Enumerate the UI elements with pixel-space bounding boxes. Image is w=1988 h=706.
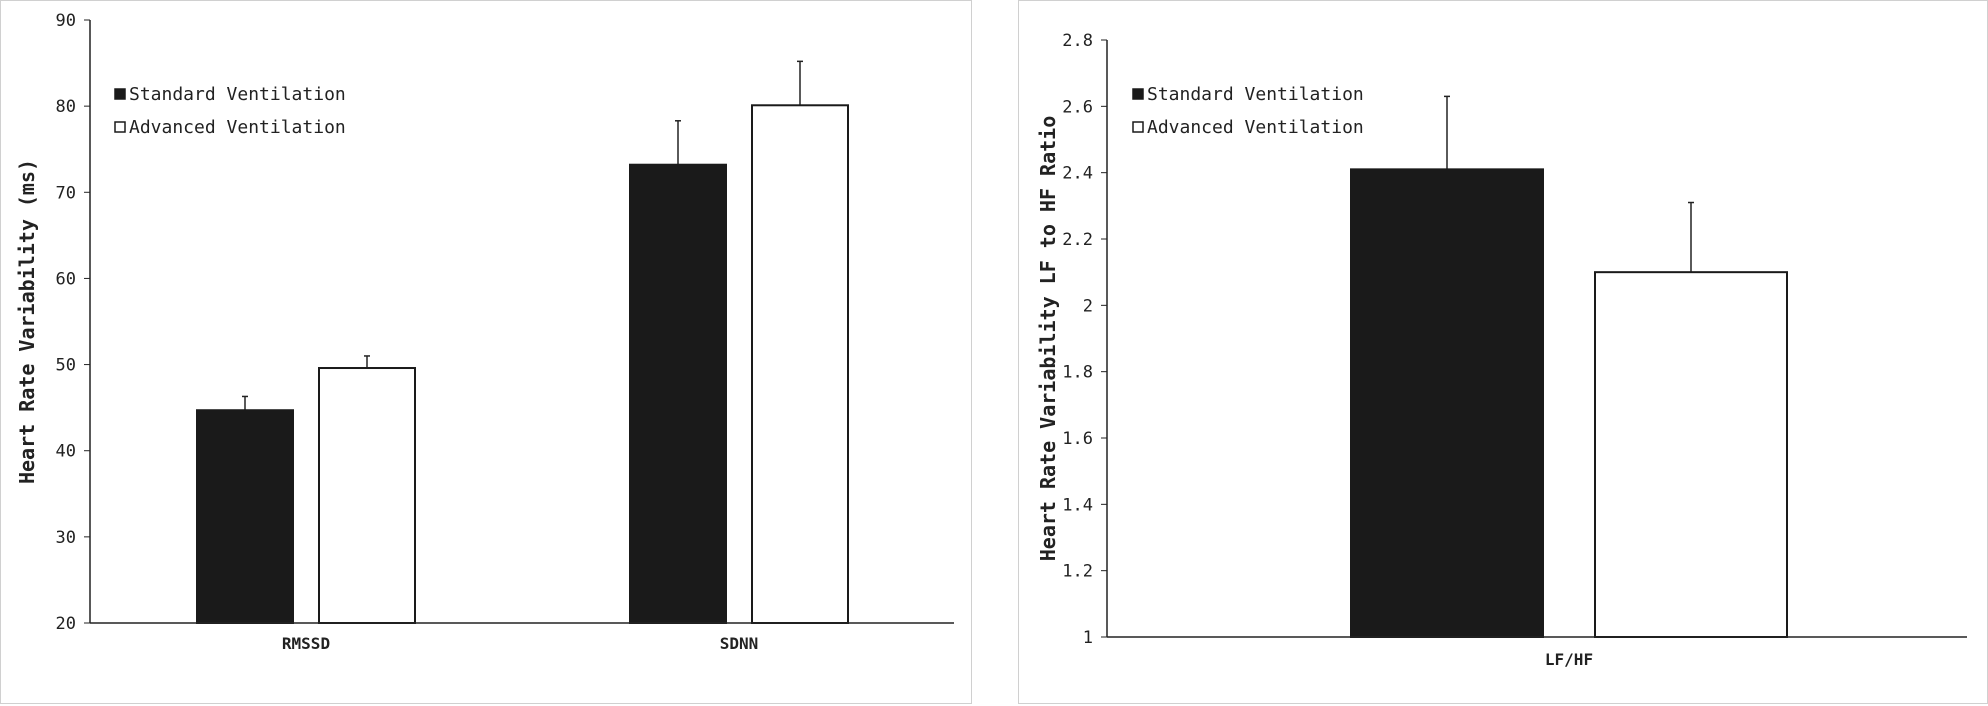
legend-swatch — [114, 121, 126, 133]
y-tick-label: 1.4 — [1062, 495, 1093, 515]
bar-sdnn-series-0 — [629, 163, 727, 624]
x-category-label: LF/HF — [1545, 650, 1593, 669]
y-tick-label: 1.6 — [1062, 429, 1093, 449]
y-tick-label: 70 — [56, 183, 76, 203]
bar-rmssd-series-0 — [196, 409, 294, 624]
bar-lf-hf-series-0 — [1350, 168, 1544, 638]
y-tick-label: 2 — [1083, 296, 1093, 316]
x-category-label: RMSSD — [282, 634, 330, 653]
legend-label: Standard Ventilation — [129, 84, 346, 105]
legend-swatch — [1132, 121, 1144, 133]
y-tick-label: 1 — [1083, 628, 1093, 648]
legend-swatch — [1132, 88, 1144, 100]
legend-label: Advanced Ventilation — [1147, 117, 1364, 138]
chart-lf-hf: 1 1.2 1.4 1.6 1.8 2 2.2 2.4 2.6 2.8 LF/HF Heart Rat… — [1036, 31, 1967, 669]
bar-rmssd-series-1 — [318, 367, 416, 625]
y-axis-title: Heart Rate Variability LF to HF Ratio — [1036, 116, 1060, 562]
y-tick-label: 90 — [56, 11, 76, 31]
chart-panel-hrv-ms: 20 30 40 50 60 70 80 90 RMSSD SDNN Heart Rate Vari… — [0, 0, 972, 704]
legend-label: Standard Ventilation — [1147, 84, 1364, 105]
y-tick-label: 2.4 — [1062, 164, 1093, 184]
y-axis-title: Heart Rate Variability (ms) — [15, 159, 39, 484]
y-tick-label: 80 — [56, 97, 76, 117]
y-tick-label: 20 — [56, 614, 76, 634]
y-tick-label: 1.2 — [1062, 562, 1093, 582]
y-tick-label: 2.2 — [1062, 230, 1093, 250]
legend-label: Advanced Ventilation — [129, 117, 346, 138]
bar-sdnn-series-1 — [751, 104, 849, 624]
y-tick-label: 60 — [56, 269, 76, 289]
bar-lf-hf-series-1 — [1594, 271, 1788, 638]
chart-hrv-ms: 20 30 40 50 60 70 80 90 RMSSD SDNN Heart Rate Vari… — [15, 11, 954, 653]
y-tick-label: 30 — [56, 528, 76, 548]
legend-swatch — [114, 88, 126, 100]
chart-panel-lf-hf: 1 1.2 1.4 1.6 1.8 2 2.2 2.4 2.6 2.8 LF/HF Heart Rat… — [1018, 0, 1988, 704]
y-tick-label: 50 — [56, 356, 76, 376]
y-tick-label: 2.8 — [1062, 31, 1093, 51]
y-tick-label: 2.6 — [1062, 97, 1093, 117]
x-category-label: SDNN — [720, 634, 759, 653]
y-tick-label: 40 — [56, 442, 76, 462]
y-tick-label: 1.8 — [1062, 363, 1093, 383]
